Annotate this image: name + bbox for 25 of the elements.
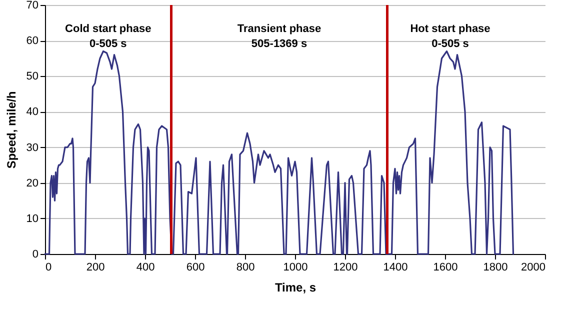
x-tick-label: 1200: [333, 262, 358, 274]
y-tick-label: 60: [26, 35, 38, 48]
y-tick-label: 20: [26, 177, 38, 190]
x-tick-label: 1600: [433, 262, 458, 274]
y-tick-label: 50: [26, 70, 38, 83]
line-series: [44, 50, 514, 255]
x-tick-label: 2000: [521, 262, 546, 274]
x-tick-label: 800: [236, 262, 255, 274]
annotation: Cold start phase 0-505 s: [65, 23, 152, 50]
annotation: Hot start phase 0-505 s: [410, 23, 490, 50]
x-tick-label: 200: [86, 262, 105, 274]
annotation: Transient phase 505-1369 s: [237, 23, 322, 50]
y-tick-label: 0: [32, 248, 38, 260]
y-tick-label: 70: [26, 0, 38, 12]
x-tick-label: 1000: [283, 262, 308, 274]
x-tick-label: 1800: [483, 262, 508, 274]
y-axis-title: Speed, mile/h: [4, 91, 18, 169]
x-tick-label: 0: [46, 262, 52, 274]
x-tick-label: 600: [186, 262, 205, 274]
y-tick-label: 10: [26, 212, 38, 225]
x-tick-label: 400: [136, 262, 155, 274]
x-tick-label: 1400: [383, 262, 408, 274]
x-axis-title: Time, s: [274, 280, 316, 294]
y-tick-label: 40: [26, 106, 38, 118]
y-tick-label: 30: [26, 142, 38, 154]
